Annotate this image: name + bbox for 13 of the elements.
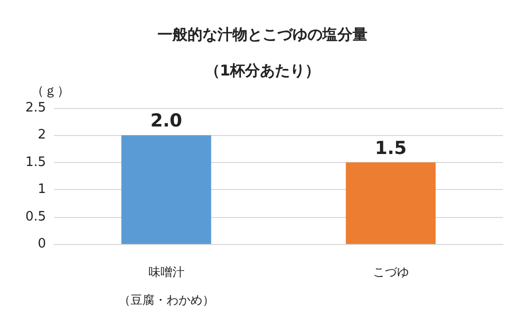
x-tick-label: こづゆ	[372, 265, 409, 279]
chart-title: 一般的な汁物とこづゆの塩分量	[158, 26, 368, 44]
y-tick-label: 0	[38, 236, 46, 252]
x-tick-label: 味噌汁（豆腐・わかめ）	[118, 265, 214, 307]
y-tick-label: 2.5	[25, 100, 46, 116]
y-tick-label: 1	[38, 182, 46, 198]
chart-subtitle: （1杯分あたり）	[204, 62, 320, 80]
data-label: 1.5	[374, 138, 407, 159]
y-tick-label: 0.5	[25, 209, 46, 224]
y-tick-label: 2	[38, 128, 46, 143]
y-axis-title: （ｇ）	[31, 84, 70, 99]
y-tick-label: 1.5	[25, 154, 46, 170]
data-label: 2.0	[150, 110, 182, 132]
